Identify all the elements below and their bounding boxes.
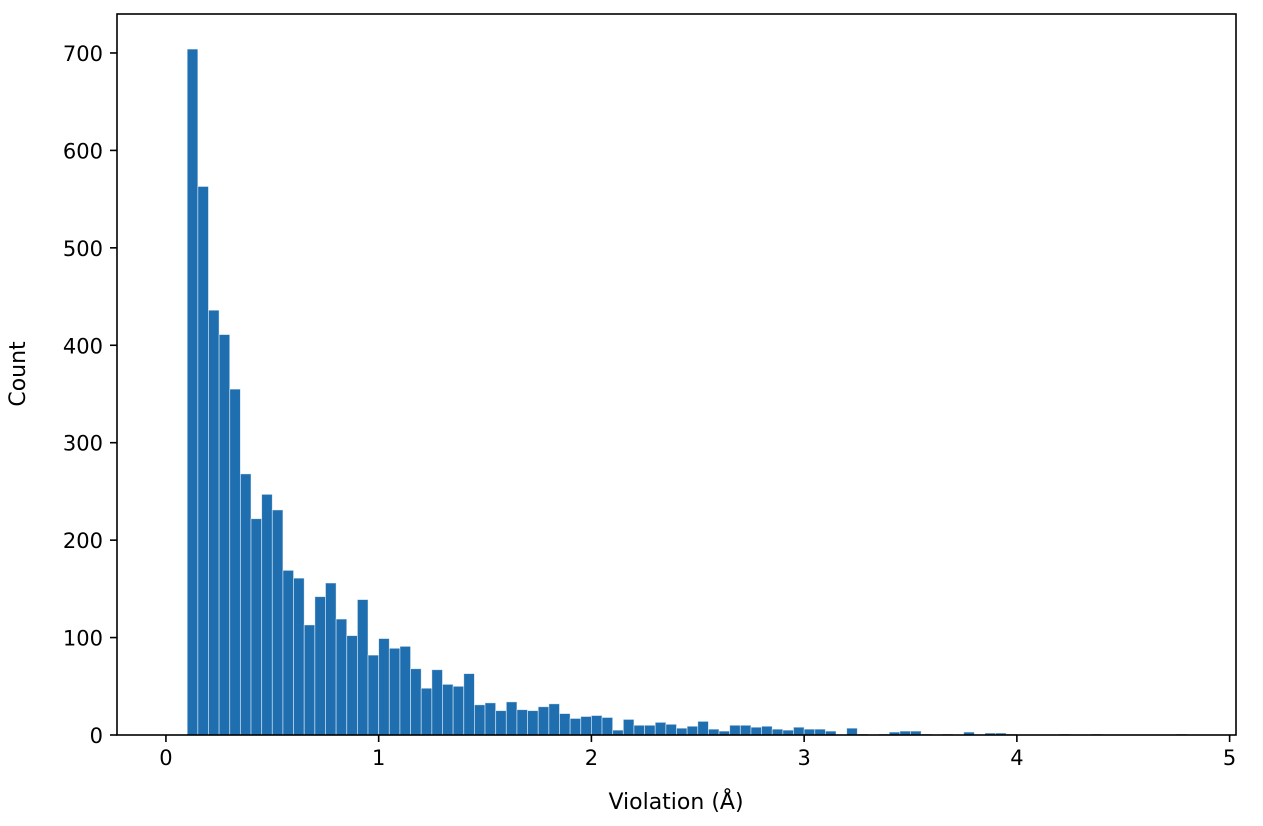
histogram-bar (601, 717, 614, 736)
histogram-bar (250, 518, 263, 736)
histogram-bar (186, 48, 199, 736)
histogram-bar (729, 724, 741, 736)
histogram-bar (293, 577, 305, 736)
y-tick-label: 600 (63, 139, 103, 163)
histogram-bar (686, 725, 699, 736)
histogram-bar (803, 728, 816, 736)
histogram-bar (367, 654, 380, 736)
histogram-bar (771, 728, 784, 736)
histogram-bar (282, 569, 294, 736)
histogram-bar (218, 334, 231, 736)
y-tick-label: 100 (63, 627, 103, 651)
histogram-bar (505, 701, 518, 736)
histogram-bar (846, 727, 858, 736)
y-tick-label: 400 (63, 334, 103, 358)
histogram-bar (793, 726, 805, 736)
y-tick-label: 700 (63, 42, 103, 66)
histogram-bar (516, 709, 528, 736)
histogram-bar (399, 645, 411, 736)
histogram-bar (271, 509, 284, 736)
x-tick-label: 2 (585, 746, 598, 770)
histogram-bar (346, 635, 358, 736)
histogram-bar (335, 618, 348, 736)
histogram-bar (495, 710, 507, 736)
axes-frame (116, 13, 1237, 736)
bars-group (186, 48, 1188, 736)
histogram-bar (431, 669, 443, 736)
x-tick-label: 5 (1223, 746, 1236, 770)
histogram-bar (622, 719, 635, 736)
histogram-bar (325, 582, 337, 736)
histogram-bar (697, 720, 709, 736)
histogram-bar (750, 726, 762, 736)
histogram-bar (527, 710, 539, 736)
histogram-bar (708, 728, 720, 736)
y-tick-label: 300 (63, 432, 103, 456)
y-tick-label: 500 (63, 237, 103, 261)
histogram-bar (580, 716, 592, 736)
histogram-bar (591, 715, 603, 736)
histogram-bar (420, 687, 433, 736)
histogram-bar (303, 624, 316, 736)
x-tick-label: 0 (159, 746, 172, 770)
histogram-bar (654, 721, 667, 736)
histogram-bar (452, 685, 465, 736)
y-tick-label: 0 (90, 724, 103, 748)
y-axis-label: Count (6, 341, 31, 407)
histogram-bar (197, 186, 209, 736)
histogram-bar (559, 713, 571, 736)
x-tick-label: 4 (1010, 746, 1023, 770)
histogram-bar (633, 724, 645, 736)
histogram-bar (463, 673, 475, 736)
histogram-bar (261, 493, 273, 736)
histogram-bar (229, 388, 241, 736)
histogram-bar (388, 647, 401, 736)
histogram-bar (761, 725, 773, 736)
y-axis: 0 100 200 300 400 500 600 700 (63, 42, 117, 748)
x-tick-label: 1 (372, 746, 385, 770)
histogram-bar (378, 638, 390, 736)
histogram-bar (473, 704, 486, 736)
histogram-bar (739, 724, 752, 736)
x-axis: 0 1 2 3 4 5 (159, 735, 1236, 770)
x-axis-label: Violation (Å) (608, 788, 743, 815)
histogram-bar (569, 718, 582, 736)
histogram-bar (239, 473, 252, 736)
histogram-bar (548, 703, 560, 736)
histogram-bar (676, 727, 688, 736)
histogram-bar (665, 723, 677, 736)
histogram-bar (356, 599, 369, 736)
histogram-bar (644, 724, 656, 736)
histogram-bar (537, 706, 550, 736)
histogram-bar (208, 309, 220, 736)
histogram-bar (814, 728, 826, 736)
y-tick-label: 200 (63, 529, 103, 553)
histogram-bar (410, 668, 422, 736)
histogram-bar (484, 702, 497, 736)
histogram-bar (442, 683, 454, 736)
histogram-bar (314, 596, 326, 736)
x-tick-label: 3 (797, 746, 810, 770)
